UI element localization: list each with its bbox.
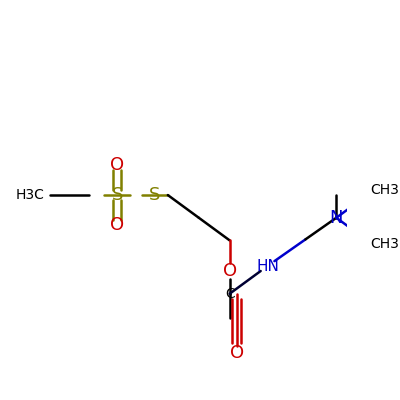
Text: O: O: [110, 156, 124, 174]
Text: O: O: [223, 262, 237, 280]
Text: S: S: [149, 186, 161, 204]
Text: CH3: CH3: [371, 183, 400, 197]
Text: O: O: [110, 216, 124, 234]
Text: N: N: [330, 209, 343, 227]
Text: HN: HN: [256, 258, 279, 274]
Text: CH3: CH3: [371, 237, 400, 251]
Text: C: C: [225, 287, 235, 301]
Text: O: O: [230, 344, 244, 362]
Text: H3C: H3C: [15, 188, 44, 202]
Text: S: S: [112, 186, 123, 204]
